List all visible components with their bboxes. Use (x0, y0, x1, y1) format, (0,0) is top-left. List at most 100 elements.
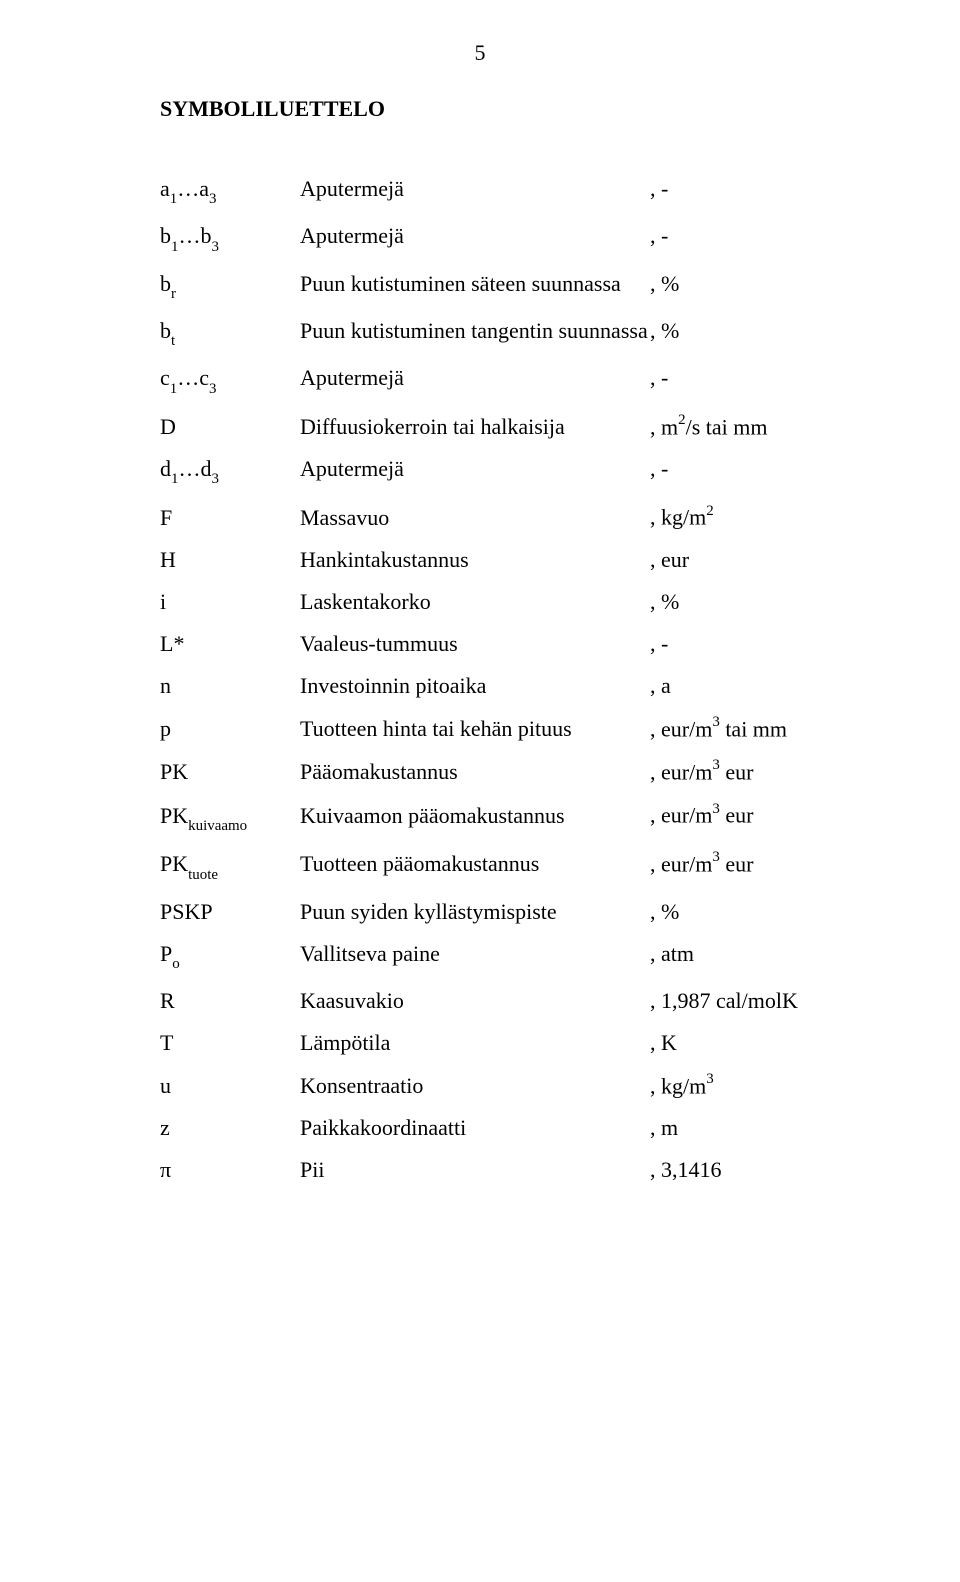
unit-text: eur (720, 851, 754, 876)
unit-text: , eur/m (650, 851, 712, 876)
symbol-cell: d1…d3 (160, 458, 300, 485)
description-cell: Paikkakoordinaatti (300, 1117, 650, 1139)
symbol-row: pTuotteen hinta tai kehän pituus, eur/m3… (160, 717, 840, 740)
symbol-cell: F (160, 507, 300, 529)
symbol-cell: Po (160, 943, 300, 970)
symbol-text: c (160, 365, 170, 390)
unit-text: , m (650, 1115, 678, 1140)
description-cell: Aputermejä (300, 225, 650, 247)
unit-text: , % (650, 589, 679, 614)
section-heading: SYMBOLILUETTELO (160, 96, 840, 122)
unit-text: , kg/m (650, 1073, 706, 1098)
unit-cell: , m2/s tai mm (650, 415, 840, 438)
page: 5 SYMBOLILUETTELO a1…a3Aputermejä, -b1…b… (0, 0, 960, 1582)
symbol-row: PKPääomakustannus, eur/m3 eur (160, 760, 840, 783)
symbol-row: uKonsentraatio, kg/m3 (160, 1074, 840, 1097)
description-cell: Hankintakustannus (300, 549, 650, 571)
symbol-text: n (160, 673, 171, 698)
unit-text: , kg/m (650, 505, 706, 530)
unit-cell: , kg/m3 (650, 1074, 840, 1097)
symbol-subscript: 1 (171, 239, 178, 255)
symbol-text: π (160, 1157, 171, 1182)
symbol-row: iLaskentakorko, % (160, 591, 840, 613)
unit-cell: , eur/m3 tai mm (650, 717, 840, 740)
symbol-subscript: o (172, 956, 179, 972)
symbol-text: …d (178, 456, 211, 481)
unit-text: eur (720, 803, 754, 828)
description-cell: Aputermejä (300, 178, 650, 200)
description-cell: Konsentraatio (300, 1075, 650, 1097)
unit-cell: , atm (650, 943, 840, 965)
unit-text: , eur (650, 547, 689, 572)
symbol-cell: z (160, 1117, 300, 1139)
symbol-text: D (160, 414, 176, 439)
symbol-cell: H (160, 549, 300, 571)
symbol-text: a (160, 176, 170, 201)
description-cell: Pääomakustannus (300, 761, 650, 783)
description-cell: Vaaleus-tummuus (300, 633, 650, 655)
symbol-text: p (160, 716, 171, 741)
unit-text: , - (650, 631, 668, 656)
description-cell: Investoinnin pitoaika (300, 675, 650, 697)
symbol-cell: R (160, 990, 300, 1012)
symbol-subscript: kuivaamo (188, 818, 247, 834)
unit-text: , - (650, 365, 668, 390)
description-cell: Diffuusiokerroin tai halkaisija (300, 416, 650, 438)
symbol-text: T (160, 1030, 173, 1055)
symbol-row: b1…b3Aputermejä, - (160, 225, 840, 252)
symbol-cell: bt (160, 320, 300, 347)
description-cell: Lämpötila (300, 1032, 650, 1054)
symbol-cell: i (160, 591, 300, 613)
symbol-row: btPuun kutistuminen tangentin suunnassa,… (160, 320, 840, 347)
symbol-text: R (160, 988, 175, 1013)
symbol-cell: D (160, 416, 300, 438)
description-cell: Kuivaamon pääomakustannus (300, 805, 650, 827)
symbol-cell: b1…b3 (160, 225, 300, 252)
symbol-text: PK (160, 851, 188, 876)
symbol-row: R Kaasuvakio, 1,987 cal/molK (160, 990, 840, 1012)
symbol-cell: br (160, 273, 300, 300)
unit-text: /s tai mm (686, 414, 768, 439)
symbol-text: PK (160, 803, 188, 828)
symbol-text: b (160, 223, 171, 248)
unit-cell: , - (650, 458, 840, 480)
symbol-row: PSKPPuun syiden kyllästymispiste, % (160, 901, 840, 923)
symbol-cell: L* (160, 633, 300, 655)
unit-text: tai mm (720, 716, 787, 741)
symbol-subscript: 1 (170, 191, 177, 207)
symbol-text: P (160, 941, 172, 966)
unit-cell: , - (650, 178, 840, 200)
unit-text: , - (650, 456, 668, 481)
unit-cell: , - (650, 633, 840, 655)
description-cell: Pii (300, 1159, 650, 1181)
unit-text: , eur/m (650, 803, 712, 828)
unit-cell: , eur (650, 549, 840, 571)
symbol-cell: c1…c3 (160, 367, 300, 394)
symbol-row: brPuun kutistuminen säteen suunnassa, % (160, 273, 840, 300)
unit-cell: , % (650, 591, 840, 613)
description-cell: Kaasuvakio (300, 990, 650, 1012)
unit-superscript: 3 (712, 801, 719, 817)
unit-text: , % (650, 899, 679, 924)
symbol-text: PSKP (160, 899, 213, 924)
symbol-row: zPaikkakoordinaatti, m (160, 1117, 840, 1139)
unit-cell: , K (650, 1032, 840, 1054)
unit-text: , 1,987 cal/molK (650, 988, 798, 1013)
description-cell: Vallitseva paine (300, 943, 650, 965)
unit-text: , K (650, 1030, 677, 1055)
unit-cell: , eur/m3 eur (650, 803, 840, 826)
symbol-text: …c (177, 365, 209, 390)
description-cell: Aputermejä (300, 367, 650, 389)
page-number: 5 (0, 40, 960, 66)
symbol-subscript: 3 (211, 471, 218, 487)
symbol-cell: PKtuote (160, 853, 300, 880)
unit-cell: , a (650, 675, 840, 697)
description-cell: Massavuo (300, 507, 650, 529)
symbol-row: D Diffuusiokerroin tai halkaisija, m2/s t… (160, 415, 840, 438)
unit-text: eur (720, 759, 754, 784)
symbol-text: i (160, 589, 166, 614)
symbol-cell: π (160, 1159, 300, 1181)
unit-cell: , 3,1416 (650, 1159, 840, 1181)
unit-text: , % (650, 271, 679, 296)
symbol-subscript: 1 (171, 471, 178, 487)
